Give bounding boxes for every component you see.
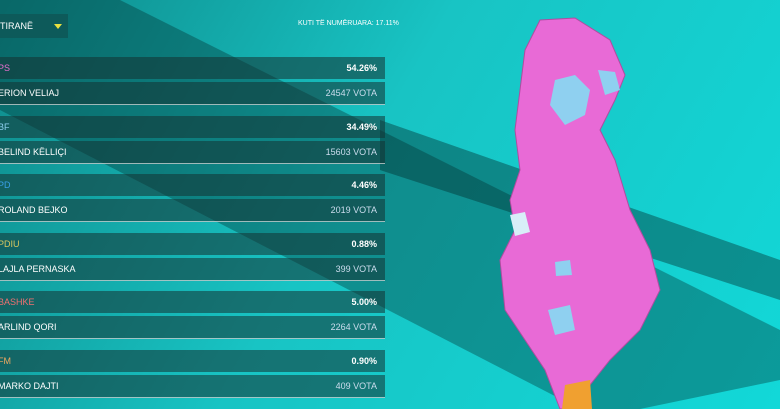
candidate-row: ROLAND BEJKO 2019 VOTA [0,199,385,222]
party-percent: 0.88% [351,238,377,249]
candidate-votes: 399 VOTA [335,263,377,274]
map-region [562,380,592,409]
candidate-votes: 15603 VOTA [325,146,377,157]
candidate-votes: 24547 VOTA [325,88,377,98]
party-row: PD 4.46% [0,174,385,196]
candidate-votes: 409 VOTA [335,380,377,391]
candidate-row: LAJLA PERNASKA 399 VOTA [0,257,385,281]
party-percent: 34.49% [346,121,377,132]
party-row: FM 0.90% [0,349,385,372]
candidate-row: ERION VELIAJ 24547 VOTA [0,82,385,105]
map-region [550,75,590,125]
map-region [598,70,620,95]
party-percent: 5.00% [351,297,377,307]
candidate-name: MARKO DAJTI [0,380,59,391]
candidate-votes: 2264 VOTA [330,322,377,332]
candidate-name: LAJLA PERNASKA [0,263,76,274]
party-name: PDIU [0,238,20,249]
party-percent: 54.26% [346,63,377,73]
party-percent: 4.46% [351,180,377,190]
candidate-votes: 2019 VOTA [330,205,377,215]
candidate-row: ARLIND QORI 2264 VOTA [0,316,385,339]
candidate-name: ROLAND BEJKO [0,205,68,215]
party-row: PS 54.26% [0,57,385,79]
candidate-name: BELIND KËLLIÇI [0,146,67,157]
party-row: BASHKE 5.00% [0,291,385,313]
map-region [555,260,572,276]
map-region [548,305,575,335]
party-name: BASHKE [0,297,35,307]
dropdown-arrow [54,24,62,29]
city-dropdown[interactable]: TIRANË [0,14,68,38]
party-name: BF [0,121,10,132]
candidate-row: MARKO DAJTI 409 VOTA [0,374,385,398]
party-row: PDIU 0.88% [0,232,385,255]
city-label: TIRANË [0,21,34,31]
candidate-name: ARLIND QORI [0,322,57,332]
map-region [510,212,530,236]
candidate-row: BELIND KËLLIÇI 15603 VOTA [0,140,385,164]
party-row: BF 34.49% [0,115,385,138]
counted-label: KUTI TË NUMËRUARA: 17.11% [298,20,399,27]
candidate-name: ERION VELIAJ [0,88,60,98]
party-name: FM [0,355,11,366]
party-percent: 0.90% [351,355,377,366]
party-name: PS [0,63,11,73]
party-name: PD [0,180,11,190]
